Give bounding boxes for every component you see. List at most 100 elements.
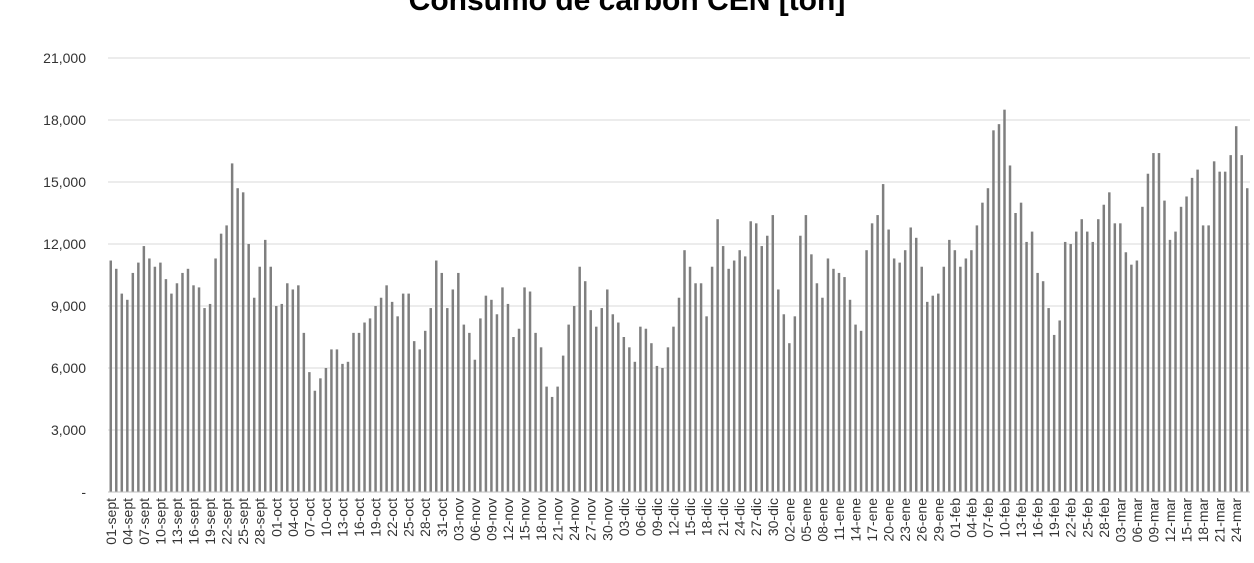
x-tick-label: 02-ene — [781, 498, 797, 542]
x-tick-label: 03-mar — [1112, 498, 1128, 543]
x-tick-label: 25-feb — [1079, 498, 1095, 538]
x-tick-label: 08-ene — [814, 498, 830, 542]
y-tick-label: 6,000 — [51, 360, 86, 376]
bar — [942, 266, 946, 492]
x-tick-label: 28-feb — [1096, 498, 1112, 538]
bar — [959, 266, 962, 492]
x-tick-label: 06-mar — [1129, 498, 1145, 543]
bar — [1086, 231, 1089, 492]
x-tick-label: 27-dic — [748, 498, 764, 536]
bar — [578, 266, 581, 492]
x-tick-label: 17-ene — [864, 498, 880, 542]
bar — [760, 246, 763, 492]
bar — [550, 396, 554, 492]
bar — [252, 297, 256, 492]
bar — [263, 239, 267, 492]
bar — [1063, 241, 1067, 492]
x-tick-label: 25-oct — [401, 498, 417, 537]
bar — [672, 326, 675, 492]
bar — [412, 341, 416, 492]
bar — [766, 235, 769, 493]
bar — [1030, 231, 1034, 492]
bar — [561, 355, 565, 492]
bar — [512, 337, 515, 492]
bar — [346, 361, 350, 492]
bar — [269, 266, 272, 492]
x-tick-label: 12-mar — [1162, 498, 1178, 543]
bar — [534, 332, 537, 492]
bar — [788, 343, 791, 492]
x-tick-label: 14-ene — [848, 498, 864, 542]
x-tick-label: 24-dic — [732, 498, 748, 536]
bar — [986, 188, 990, 492]
bar — [109, 260, 112, 492]
x-tick-label: 22-oct — [384, 498, 400, 537]
bar — [1201, 225, 1205, 492]
bar — [970, 250, 973, 492]
x-tick-label: 03-nov — [450, 498, 466, 541]
x-tick-label: 16-sept — [186, 498, 202, 545]
bar — [247, 244, 250, 492]
bar — [385, 285, 388, 492]
bar — [357, 332, 361, 492]
bar — [810, 254, 813, 492]
bar — [440, 272, 444, 492]
y-tick-label: 3,000 — [51, 422, 86, 438]
bar — [937, 293, 940, 492]
bar — [721, 246, 725, 492]
bar — [1168, 239, 1172, 492]
bar — [677, 297, 681, 492]
bar — [876, 215, 879, 492]
bar — [1223, 171, 1227, 493]
bar — [1130, 264, 1133, 492]
bar — [379, 297, 383, 492]
bar — [330, 349, 333, 492]
bar — [1074, 231, 1078, 492]
y-tick-label: 15,000 — [43, 174, 86, 190]
bar — [887, 229, 890, 492]
bar — [572, 306, 576, 492]
x-tick-label: 12-nov — [500, 498, 516, 541]
bar — [137, 262, 140, 492]
x-tick-label: 22-feb — [1063, 498, 1079, 538]
x-tick-label: 10-oct — [318, 498, 334, 537]
bar — [468, 332, 471, 492]
bar — [892, 258, 896, 492]
bar — [650, 343, 653, 492]
bar — [230, 163, 234, 492]
bar — [396, 316, 399, 492]
bar — [335, 349, 339, 492]
x-tick-label: 04-feb — [963, 498, 979, 538]
bar — [484, 295, 488, 492]
bar — [589, 310, 592, 492]
bar — [291, 289, 295, 492]
bar — [595, 326, 598, 492]
bar — [120, 293, 124, 492]
bar — [782, 314, 786, 492]
bar — [313, 390, 317, 492]
bar — [556, 386, 559, 492]
bar — [1069, 244, 1072, 492]
bar — [881, 184, 885, 492]
x-tick-label: 11-ene — [831, 498, 847, 541]
bar — [710, 266, 714, 492]
bar — [981, 202, 984, 493]
bar — [324, 368, 328, 492]
bar — [473, 359, 477, 492]
bar — [716, 219, 719, 492]
x-tick-label: 09-mar — [1145, 498, 1161, 543]
x-tick-label: 29-ene — [930, 498, 946, 542]
bar — [390, 301, 394, 492]
x-tick-label: 16-oct — [351, 498, 367, 537]
y-tick-label: 12,000 — [43, 236, 86, 252]
bar — [451, 289, 455, 492]
bar — [319, 378, 322, 492]
y-tick-label: - — [81, 484, 86, 500]
bar — [964, 258, 968, 492]
bar — [1102, 204, 1106, 493]
bar — [1163, 200, 1166, 492]
bar — [186, 268, 190, 492]
bar — [236, 188, 239, 492]
x-tick-label: 15-nov — [517, 498, 533, 541]
